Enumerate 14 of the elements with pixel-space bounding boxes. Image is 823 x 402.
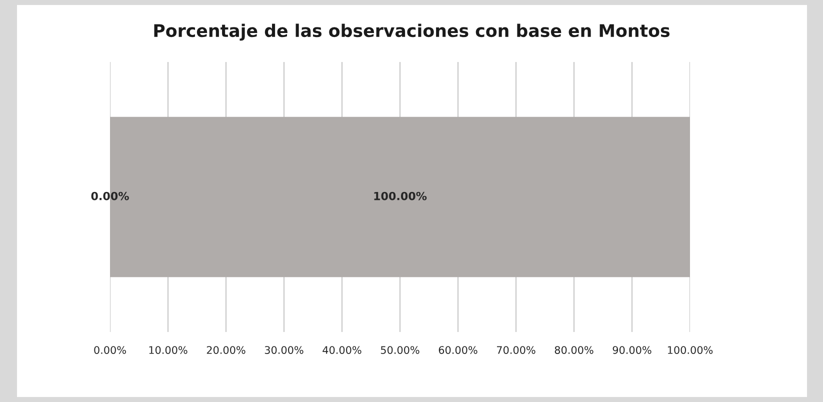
x-tick-label: 40.00% [322, 346, 362, 354]
x-tick-label: 10.00% [149, 346, 188, 354]
x-tick-label: 0.00% [94, 346, 126, 354]
x-tick-label: 100.00% [668, 346, 713, 354]
data-label: 0.00% [91, 192, 129, 200]
x-tick-label: 70.00% [496, 346, 536, 354]
data-label: 100.00% [374, 192, 427, 200]
x-tick-label: 60.00% [438, 346, 478, 354]
x-tick-label: 30.00% [264, 346, 304, 354]
x-tick-label: 20.00% [206, 346, 246, 354]
chart-title: Porcentaje de las observaciones con base en Montos [154, 24, 670, 41]
x-tick-label: 90.00% [612, 346, 652, 354]
x-tick-label: 80.00% [554, 346, 594, 354]
x-tick-label: 50.00% [380, 346, 420, 354]
